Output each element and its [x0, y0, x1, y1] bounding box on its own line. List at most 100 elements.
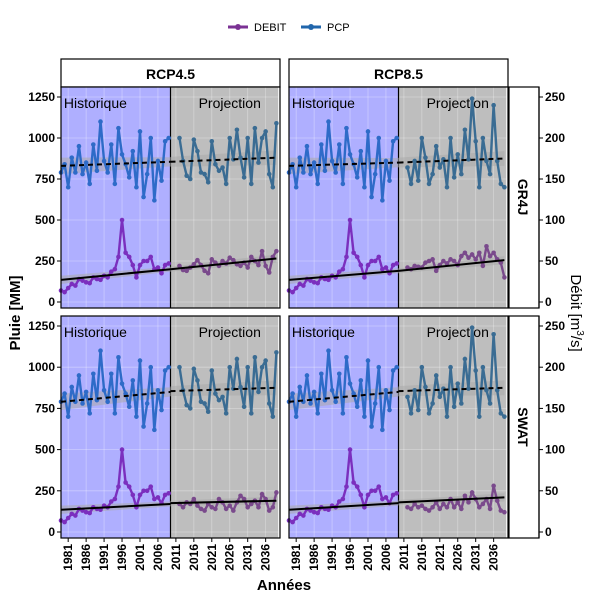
- debit-projection-point: [180, 504, 186, 510]
- y-axis-right-title-exponent: 3: [574, 330, 585, 336]
- pcp-historical-point: [152, 427, 157, 433]
- legend-debit-label: DEBIT: [254, 22, 287, 34]
- pcp-projection-point: [248, 411, 254, 416]
- debit-historical-point: [148, 484, 154, 489]
- projection-label: Projection: [427, 324, 489, 340]
- debit-projection-point: [487, 506, 493, 512]
- pcp-historical-point: [329, 387, 335, 393]
- debit-projection-point: [245, 504, 250, 510]
- pcp-historical-point: [394, 135, 400, 141]
- x-tick-label: 1981: [61, 544, 75, 571]
- debit-projection-point: [494, 498, 500, 503]
- x-tick-label: 2021: [433, 544, 447, 571]
- debit-historical-point: [166, 490, 172, 496]
- debit-projection-point: [451, 258, 457, 264]
- y-right-tick-label: 50: [545, 254, 559, 268]
- debit-projection-point: [266, 270, 272, 275]
- pcp-historical-point: [83, 160, 89, 165]
- x-tick-label: 2001: [361, 544, 375, 571]
- pcp-historical-point: [351, 391, 356, 396]
- pcp-projection-point: [476, 184, 482, 190]
- y-left-tick-label: 250: [35, 484, 55, 498]
- pcp-projection-point: [274, 350, 279, 355]
- pcp-historical-point: [162, 138, 168, 144]
- projection-band: [170, 87, 279, 308]
- debit-historical-point: [144, 258, 150, 264]
- pcp-projection-point: [191, 137, 197, 142]
- pcp-historical-point: [69, 384, 75, 390]
- pcp-projection-point: [209, 138, 215, 144]
- pcp-projection-point: [491, 331, 496, 337]
- debit-historical-point: [62, 519, 67, 525]
- debit-historical-point: [365, 492, 371, 498]
- debit-projection-point: [408, 506, 414, 512]
- pcp-historical-point: [130, 378, 136, 383]
- debit-historical-point: [65, 285, 71, 291]
- historical-label: Historique: [292, 324, 355, 340]
- debit-historical-point: [80, 278, 85, 283]
- debit-historical-point: [369, 488, 374, 494]
- pcp-projection-point: [494, 158, 500, 164]
- debit-historical-point: [73, 283, 78, 288]
- debit-projection-point: [198, 506, 204, 512]
- debit-historical-point: [141, 258, 146, 264]
- pcp-projection-point: [455, 152, 461, 157]
- pcp-historical-point: [336, 371, 342, 377]
- debit-projection-point: [423, 506, 428, 512]
- pcp-historical-point: [134, 414, 139, 419]
- pcp-historical-point: [290, 391, 295, 396]
- pcp-historical-point: [344, 125, 349, 131]
- pcp-projection-point: [195, 378, 200, 383]
- pcp-historical-point: [116, 125, 121, 131]
- pcp-historical-point: [126, 404, 132, 410]
- y-left-tick-label: 1000: [28, 131, 55, 145]
- pcp-projection-point: [423, 155, 428, 160]
- projection-label: Projection: [199, 324, 261, 340]
- y-right-tick-label: 200: [545, 131, 565, 145]
- pcp-historical-point: [333, 399, 338, 405]
- x-tick-label: 2011: [169, 544, 183, 570]
- debit-projection-point: [256, 504, 261, 510]
- debit-projection-point: [455, 500, 461, 505]
- pcp-historical-point: [112, 411, 118, 416]
- pcp-projection-point: [270, 184, 276, 190]
- pcp-historical-point: [162, 368, 168, 373]
- debit-historical-point: [326, 277, 331, 283]
- pcp-projection-line: [406, 326, 506, 418]
- x-tick-label: 2021: [205, 544, 219, 571]
- x-tick-label: 1986: [307, 544, 321, 571]
- pcp-historical-point: [319, 371, 324, 377]
- debit-historical-point: [144, 488, 150, 494]
- pcp-historical-point: [98, 119, 103, 124]
- debit-projection-point: [415, 504, 421, 510]
- pcp-projection-point: [491, 102, 496, 108]
- pcp-historical-point: [390, 368, 396, 373]
- pcp-historical-point: [137, 358, 143, 363]
- debit-historical-point: [62, 289, 67, 295]
- pcp-historical-point: [344, 355, 349, 360]
- pcp-historical-point: [101, 387, 107, 393]
- debit-historical-point: [69, 511, 75, 517]
- legend: DEBIT PCP: [228, 22, 350, 34]
- pcp-projection-point: [270, 414, 276, 419]
- debit-projection-point: [256, 262, 261, 268]
- debit-projection-point: [270, 504, 276, 510]
- pcp-historical-point: [358, 148, 364, 154]
- pcp-projection-point: [184, 173, 189, 179]
- pcp-projection-point: [405, 165, 410, 170]
- pcp-projection-point: [209, 368, 215, 373]
- y-left-tick-label: 500: [35, 443, 55, 457]
- pcp-projection-point: [466, 157, 471, 162]
- pcp-historical-point: [144, 401, 150, 406]
- historical-label: Historique: [64, 95, 127, 111]
- debit-projection-point: [216, 496, 222, 502]
- x-tick-label: 2006: [151, 544, 165, 571]
- y-left-tick-label: 250: [35, 254, 55, 268]
- debit-projection-point: [491, 483, 496, 489]
- pcp-projection-point: [256, 160, 261, 165]
- debit-projection-point: [227, 503, 233, 508]
- debit-projection-point: [405, 504, 410, 510]
- pcp-historical-point: [387, 407, 392, 413]
- pcp-projection-point: [227, 135, 233, 141]
- pcp-historical-point: [112, 181, 118, 187]
